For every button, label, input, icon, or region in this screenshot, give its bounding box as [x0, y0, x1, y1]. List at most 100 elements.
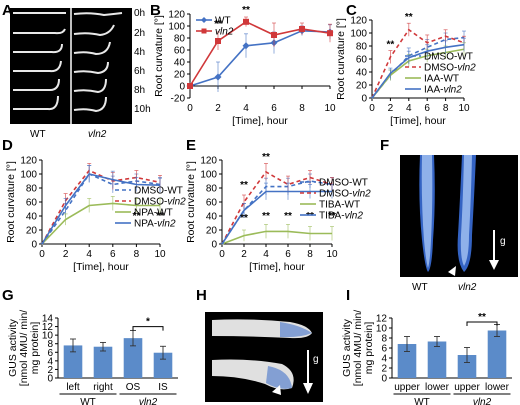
data-point: [299, 26, 305, 32]
series-line: [221, 170, 333, 245]
chart-e: 0 20 40 60 80 100 120 0 2 4 6 8 10 [Time], hour Root c…: [185, 152, 371, 273]
panel-label-f: F: [380, 137, 389, 154]
x-tick-label: 2: [215, 103, 221, 114]
gravity-label: g: [500, 236, 506, 247]
panel-label-h: H: [196, 287, 207, 304]
significance-marker: **: [478, 312, 486, 323]
x-tick-label: 0: [39, 249, 45, 260]
y-tick-label: 120: [200, 156, 217, 167]
x-tick-label: 0: [187, 103, 193, 114]
vln2-root-8h: [73, 78, 107, 94]
y-tick-label: 14: [42, 314, 54, 325]
bar: [123, 338, 143, 378]
category-label: right: [93, 382, 113, 393]
x-tick-label: 4: [263, 249, 269, 260]
significance-marker: **: [328, 211, 336, 222]
panel-label-a: A: [2, 2, 13, 19]
wt-root-2h: [13, 28, 66, 35]
y-tick-label: 0: [211, 240, 217, 251]
x-tick-label: 8: [443, 103, 449, 114]
y-axis-label: [nmol 4MU/ min/: [18, 310, 30, 387]
y-axis-label: mg protein]: [29, 322, 41, 375]
y-tick-label: 60: [206, 198, 218, 209]
panel-label-c: C: [346, 2, 357, 19]
significance-marker: **: [156, 211, 164, 222]
legend-label: IAA-vln2: [424, 85, 462, 96]
y-axis-label: Root curvature [°]: [5, 161, 17, 243]
significance-marker: **: [240, 180, 248, 191]
category-label: IS: [158, 382, 168, 393]
significance-marker: *: [146, 317, 150, 328]
wt-root-6h: [13, 60, 62, 73]
group-label: WT: [80, 397, 96, 405]
significance-bracket: [466, 321, 498, 326]
panel-h-root-image: g WT vln2: [205, 312, 323, 402]
y-axis-label: GUS activity: [7, 318, 19, 377]
series-npa-wt: [40, 195, 162, 245]
y-axis-label: GUS activity: [341, 318, 353, 377]
y-tick-label: 2: [381, 364, 387, 375]
y-tick-label: 60: [356, 55, 368, 66]
category-label: upper: [454, 382, 480, 393]
y-axis-label: Root curvature [°]: [185, 161, 197, 243]
y-axis-label: Root curvature [°]: [335, 18, 347, 100]
x-axis-label: [Time], hour: [73, 261, 129, 273]
data-point: [327, 30, 333, 37]
y-tick-label: 20: [206, 226, 218, 237]
x-tick-label: 4: [406, 103, 412, 114]
x-tick-label: 8: [299, 103, 305, 114]
panel-label-g: G: [2, 287, 14, 304]
x-tick-label: 4: [86, 249, 92, 260]
legend-label: DMSO-WT: [319, 178, 368, 189]
column-label-vln2: vln2: [88, 129, 107, 140]
x-tick-label: 4: [243, 103, 249, 114]
y-tick-label: 100: [200, 170, 217, 181]
data-point: [214, 73, 222, 81]
y-axis-label: mg protein]: [363, 322, 375, 375]
vln2-root-highlight: [460, 155, 472, 266]
y-tick-label: 0: [31, 240, 37, 251]
x-tick-label: 0: [219, 249, 225, 260]
x-tick-label: 10: [154, 249, 166, 260]
vln2-root-tip: [266, 366, 292, 389]
category-label: lower: [485, 382, 510, 393]
series-npa-vln2: [40, 165, 162, 245]
y-tick-label: 10: [376, 324, 388, 335]
x-tick-label: 10: [458, 103, 470, 114]
y-tick-label: 60: [174, 46, 186, 57]
y-tick-label: 60: [26, 198, 38, 209]
bar: [93, 346, 113, 378]
y-tick-label: 0: [47, 374, 53, 385]
series-tiba-vln2: [220, 182, 334, 245]
x-tick-label: 2: [388, 103, 394, 114]
y-tick-label: 80: [26, 184, 38, 195]
vln2-root-2h: [73, 24, 115, 37]
bar: [63, 345, 83, 378]
legend-label: NPA-WT: [134, 208, 173, 219]
y-tick-label: 6: [47, 348, 53, 359]
bar: [153, 352, 173, 378]
y-tick-label: 120: [168, 10, 185, 21]
legend-label: DMSO-vln2: [319, 189, 371, 200]
x-tick-label: 2: [241, 249, 247, 260]
series-vln2: [187, 16, 333, 89]
category-label: upper: [394, 382, 420, 393]
vln2-label: vln2: [215, 384, 234, 395]
y-tick-label: 80: [356, 42, 368, 53]
series-line: [221, 190, 332, 245]
time-label: 0h: [134, 8, 145, 19]
y-tick-label: 10: [42, 331, 54, 342]
x-tick-label: 6: [271, 103, 277, 114]
panel-label-e: E: [186, 137, 196, 154]
series-line: [189, 20, 331, 87]
gravity-arrow-icon: [303, 383, 313, 394]
